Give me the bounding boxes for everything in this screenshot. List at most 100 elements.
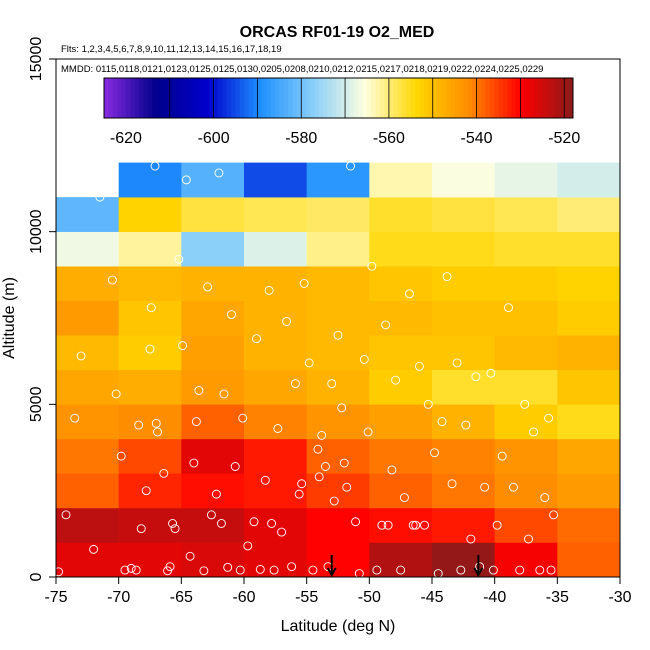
sample-point [189, 458, 199, 468]
y-axis: 0 5000 10000 15000 [28, 37, 56, 581]
sample-point [452, 358, 462, 368]
y-tick-label: 0 [28, 572, 45, 581]
heatmap-cell [306, 369, 370, 405]
colorbar-swatch [257, 78, 263, 118]
sample-point [535, 565, 545, 575]
heatmap-cell [118, 197, 182, 232]
heatmap-cell [432, 197, 495, 232]
sample-point [150, 161, 160, 171]
sample-point [273, 424, 283, 433]
colorbar-swatch [147, 78, 153, 118]
colorbar-swatch [559, 78, 565, 118]
heatmap-cell [118, 404, 182, 440]
sample-point [214, 168, 224, 178]
sample-point [359, 354, 369, 364]
arrow-layer [326, 555, 484, 578]
colorbar-swatch [340, 78, 346, 118]
sample-point [235, 565, 245, 575]
colorbar-swatch [121, 78, 127, 118]
colorbar-tick-label: -620 [110, 130, 142, 147]
sample-point [423, 399, 433, 409]
x-tick-label: -50 [358, 589, 381, 606]
colorbar-swatch [160, 78, 166, 118]
colorbar-swatch [467, 78, 473, 118]
colorbar-swatch [248, 78, 254, 118]
heatmap-cell [369, 197, 433, 232]
heatmap-cell [181, 473, 245, 509]
sample-point [174, 254, 184, 264]
sample-point [165, 562, 175, 572]
heatmap-cell [557, 542, 621, 578]
sample-point [146, 303, 156, 313]
sample-point [321, 462, 330, 471]
heatmap-cell [306, 197, 370, 232]
heatmap-cell [244, 231, 307, 267]
heatmap-cell [306, 300, 370, 336]
colorbar-swatch [555, 78, 561, 118]
colorbar-swatch [125, 78, 131, 118]
x-axis: -75 -70 -65 -60 -55 -50 -45 -40 -35 -30 [44, 577, 632, 606]
heatmap-cell [494, 507, 558, 543]
heatmap-cell [557, 438, 621, 474]
down-arrow-icon [326, 555, 337, 578]
heatmap-cell [494, 197, 558, 232]
colorbar-swatch [314, 78, 320, 118]
heatmap-cell [432, 335, 495, 371]
colorbar-swatch [108, 78, 114, 118]
heatmap-cell [306, 266, 370, 302]
colorbar-swatch [380, 78, 386, 118]
colorbar-swatch [520, 78, 526, 118]
colorbar-tick-label: -540 [461, 130, 493, 147]
colorbar-swatch [217, 78, 223, 118]
heatmap-cell [369, 369, 433, 405]
heatmap-cell [557, 404, 621, 440]
colorbar-swatch [375, 78, 381, 118]
colorbar-swatch [187, 78, 193, 118]
colorbar-swatch [358, 78, 364, 118]
colorbar-swatch [305, 78, 311, 118]
sample-point [227, 310, 236, 319]
heatmap-cell [557, 197, 621, 232]
sample-point [151, 418, 161, 428]
sample-point [70, 413, 80, 423]
sample-point [178, 341, 188, 351]
colorbar-swatch [432, 78, 438, 118]
colorbar-swatch [568, 78, 574, 118]
sample-point [199, 566, 209, 576]
colorbar-tick-label: -560 [373, 130, 405, 147]
sample-point [287, 562, 297, 572]
colorbar-swatch [454, 78, 460, 118]
sample-point [230, 462, 240, 471]
y-tick-label: 5000 [28, 386, 45, 422]
colorbar-swatch [134, 78, 140, 118]
heatmap-cell [56, 438, 119, 474]
sample-point [391, 375, 401, 385]
sample-point [415, 361, 424, 371]
x-tick-label: -45 [420, 589, 443, 606]
colorbar-swatch [511, 78, 517, 118]
colorbar-swatch [450, 78, 456, 118]
sample-point [520, 399, 530, 409]
colorbar-swatch [331, 78, 337, 118]
sample-point [111, 389, 121, 399]
heatmap-cell [432, 266, 495, 302]
sample-point [181, 175, 191, 185]
heatmap-cell [369, 404, 433, 440]
colorbar-swatch [516, 78, 521, 118]
colorbar-swatch [480, 78, 486, 118]
heatmap-cell [557, 507, 621, 543]
sample-point [524, 534, 533, 544]
colorbar-swatch [292, 78, 298, 118]
sample-point [549, 510, 559, 520]
colorbar-swatch [428, 78, 434, 118]
heatmap-cell [56, 404, 119, 440]
heatmap-cell [494, 266, 558, 302]
colorbar-swatch [318, 78, 324, 118]
heatmap-cell [181, 404, 245, 440]
heatmap-cell [244, 197, 307, 232]
sample-point [120, 565, 130, 575]
heatmap-cell [244, 404, 307, 440]
colorbar-swatch [542, 78, 548, 118]
colorbar-swatch [226, 78, 232, 118]
sample-point [447, 479, 457, 489]
